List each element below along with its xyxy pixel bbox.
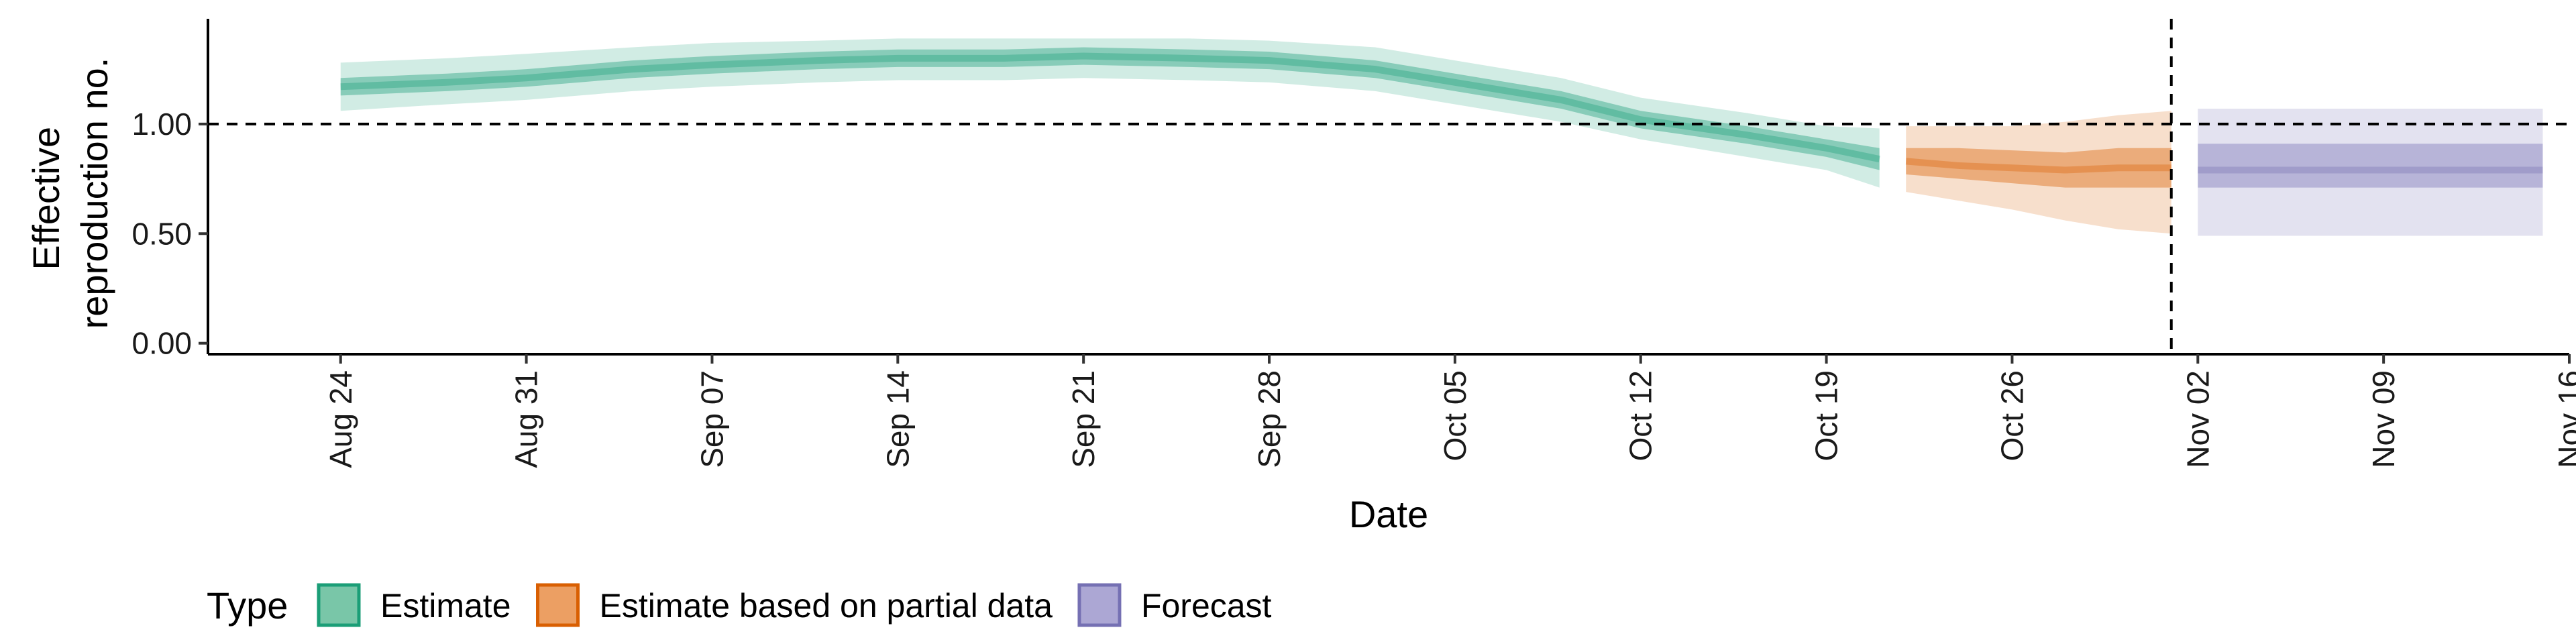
legend-title: Type <box>207 584 288 627</box>
band-90-series-2 <box>2198 108 2543 236</box>
x-tick-label: Aug 31 <box>509 370 544 468</box>
x-tick-label: Aug 24 <box>323 370 358 468</box>
y-axis-ticks: 0.00 0.50 1.00 <box>131 107 208 361</box>
x-tick-label: Nov 16 <box>2552 370 2576 468</box>
x-axis-ticks: Aug 24 Aug 31 Sep 07 Sep 14 Sep 21 Sep 28 Oct … <box>323 354 2576 468</box>
x-tick-label: Sep 28 <box>1252 370 1287 468</box>
x-axis-title: Date <box>1349 493 1428 535</box>
x-tick-label: Oct 05 <box>1438 370 1472 462</box>
series-1 <box>1905 111 2171 234</box>
median-line-series-0 <box>340 52 1880 163</box>
legend-label-2: Forecast <box>1141 587 1272 625</box>
legend-label-0: Estimate <box>380 587 511 625</box>
bands-layer <box>340 38 2543 236</box>
legend-key-2 <box>1077 583 1122 627</box>
x-tick-label: Sep 14 <box>880 370 915 468</box>
band-50-series-0 <box>340 47 1880 170</box>
band-50-series-2 <box>2198 144 2543 188</box>
x-tick-label: Sep 07 <box>694 370 729 468</box>
y-tick-label: 0.00 <box>131 326 192 361</box>
band-90-series-1 <box>1906 111 2171 234</box>
legend-label-1: Estimate based on partial data <box>600 587 1053 625</box>
axes: 0.00 0.50 1.00 Aug 24 Aug 31 Sep 07 Sep 14 Sep… <box>25 19 2576 535</box>
median-line-series-1 <box>1905 158 2171 174</box>
series-0 <box>340 38 1880 188</box>
y-tick-label: 0.50 <box>131 216 192 251</box>
x-tick-label: Nov 09 <box>2366 370 2401 468</box>
x-tick-label: Nov 02 <box>2180 370 2215 468</box>
y-axis-title: Effective reproduction no. <box>25 58 115 329</box>
band-50-series-1 <box>1906 148 2171 188</box>
x-tick-label: Oct 26 <box>1994 370 2029 462</box>
y-axis-title-line-2: reproduction no. <box>73 58 115 329</box>
x-tick-label: Oct 12 <box>1623 370 1658 462</box>
y-tick-label: 1.00 <box>131 107 192 142</box>
x-tick-label: Oct 19 <box>1809 370 1844 462</box>
y-axis-title-line-1: Effective <box>25 127 67 270</box>
legend-key-1 <box>536 583 580 627</box>
series-2 <box>2198 108 2543 236</box>
legend: Type Estimate Estimate based on partial d… <box>207 583 1272 627</box>
band-90-series-0 <box>340 38 1880 188</box>
legend-key-0 <box>317 583 361 627</box>
x-tick-label: Sep 21 <box>1066 370 1101 468</box>
